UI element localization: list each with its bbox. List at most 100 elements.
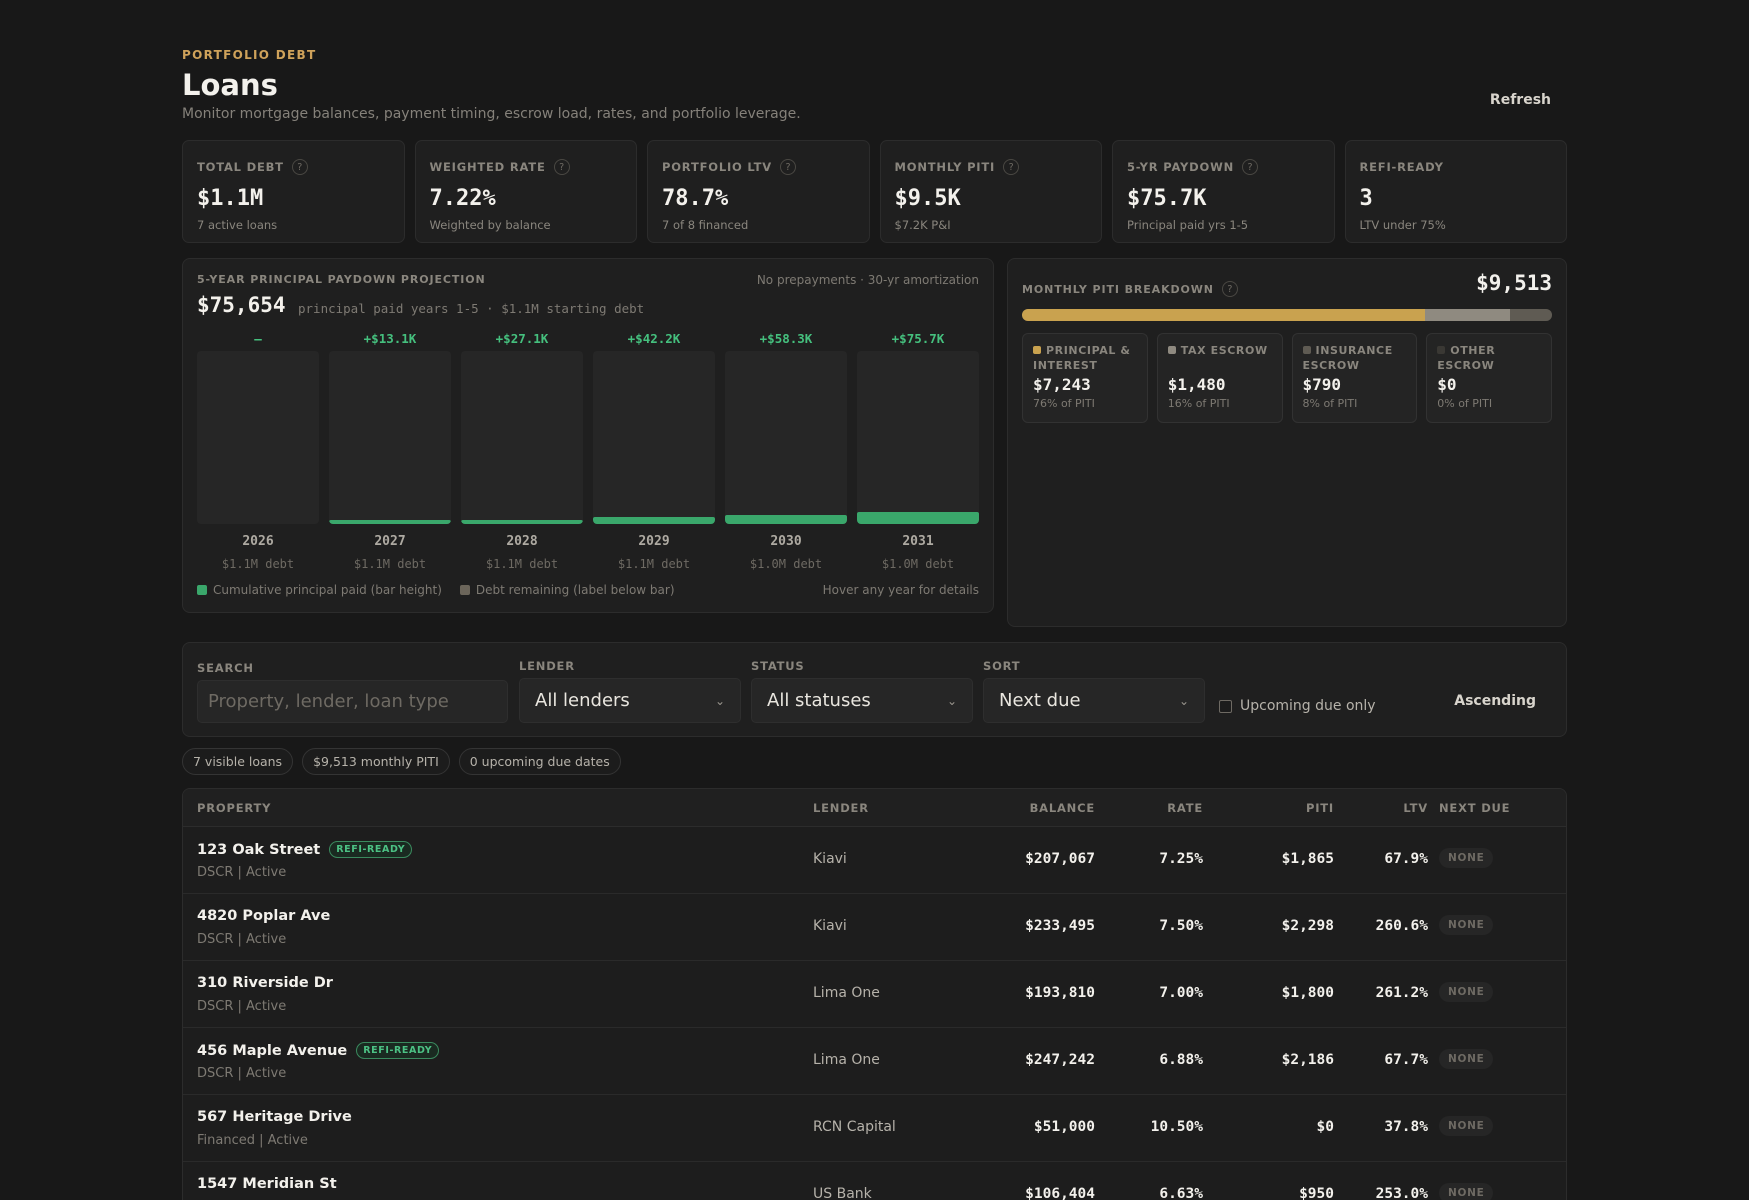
paydown-chart: —2026 $1.1M debt +$13.1K 2027 $1.1M debt +$27…	[197, 331, 979, 571]
balance-cell: $247,242	[1025, 1052, 1095, 1068]
table-row[interactable]: 310 Riverside Dr DSCR | Active Lima One $19…	[183, 961, 1566, 1028]
bar-year-2028[interactable]: +$27.1K 2028 $1.1M debt	[461, 331, 583, 571]
swatch-icon	[1167, 346, 1176, 354]
piti-card-sub: 76% of PITI	[1033, 397, 1095, 410]
table-row[interactable]: 1547 Meridian StDSCR | ActiveUS Bank$106…	[183, 1162, 1566, 1200]
bar-debt-label: $1.1M debt	[221, 557, 295, 571]
col-next-due[interactable]: NEXT DUE	[1439, 801, 1511, 815]
table-row[interactable]: 456 Maple Avenue REFI-READY DSCR | Active L…	[183, 1028, 1566, 1095]
help-icon[interactable]: ?	[291, 159, 308, 175]
rate-cell: 7.00%	[1159, 985, 1203, 1001]
summary-chips: 7 visible loans $9,513 monthly PITI 0 up…	[182, 748, 621, 775]
piti-card-label: PRINCIPAL & INTEREST	[1033, 344, 1131, 372]
projection-label: 5-YEAR PRINCIPAL PAYDOWN PROJECTION	[197, 273, 486, 286]
property-sub: DSCR | Active	[197, 865, 287, 880]
bar-track	[725, 351, 847, 524]
checkbox-icon[interactable]	[1219, 699, 1232, 713]
bar-debt-label: $1.1M debt	[485, 557, 559, 571]
search-label: SEARCH	[197, 661, 254, 675]
swatch-icon	[1033, 346, 1041, 354]
projection-total: $75,654	[197, 293, 286, 317]
bar-year-label: 2027	[374, 534, 406, 549]
bar-year-label: 2031	[902, 534, 934, 549]
piti-cell: $1,800	[1281, 985, 1334, 1001]
chevron-down-icon: ⌄	[1178, 693, 1189, 708]
table-row[interactable]: 4820 Poplar Ave DSCR | Active Kiavi $233,49…	[183, 894, 1566, 961]
chip-visible-loans: 7 visible loans	[182, 748, 294, 775]
bar-year-2029[interactable]: +$42.2K 2029 $1.1M debt	[593, 331, 715, 571]
bar-fill	[725, 515, 847, 524]
refresh-button[interactable]: Refresh	[1489, 92, 1551, 108]
piti-breakdown-panel: MONTHLY PITI BREAKDOWN? $9,513 PRINCIPAL…	[1007, 258, 1567, 627]
search-input[interactable]	[197, 680, 508, 723]
bar-track	[857, 351, 979, 524]
help-icon[interactable]: ?	[1221, 281, 1238, 297]
stat-sub: Weighted by balance	[429, 218, 551, 232]
col-piti[interactable]: PITI	[1305, 801, 1334, 815]
property-sub: DSCR | Active	[197, 999, 287, 1014]
page-subtitle: Monitor mortgage balances, payment timin…	[182, 106, 801, 122]
col-ltv[interactable]: LTV	[1403, 801, 1428, 815]
rate-cell: 6.88%	[1159, 1052, 1203, 1068]
property-cell: 1547 Meridian St	[197, 1176, 337, 1192]
swatch-icon	[1302, 346, 1311, 354]
col-rate[interactable]: RATE	[1167, 801, 1203, 815]
upcoming-due-checkbox[interactable]: Upcoming due only	[1219, 698, 1376, 714]
status-select[interactable]: All statuses ⌄	[751, 678, 973, 723]
filters-bar: SEARCH LENDER All lenders ⌄ STATUS All st…	[182, 642, 1567, 737]
bar-delta-label: +$42.2K	[627, 331, 681, 346]
table-header: PROPERTY LENDER BALANCE RATE PITI LTV NE…	[183, 789, 1566, 827]
table-row[interactable]: 567 Heritage Drive Financed | Active RCN C…	[183, 1095, 1566, 1162]
swatch-icon	[1437, 346, 1446, 354]
stat-weighted-rate: WEIGHTED RATE? 7.22% Weighted by balance	[414, 140, 637, 243]
stat-paydown: 5-YR PAYDOWN? $75.7K Principal paid yrs …	[1112, 140, 1335, 243]
table-row[interactable]: 123 Oak Street REFI-READY DSCR | Active Kia…	[183, 827, 1566, 894]
property-sub: DSCR | Active	[197, 932, 287, 947]
bar-fill	[329, 520, 451, 524]
property-name: 567 Heritage Drive	[197, 1109, 352, 1125]
bar-debt-label: $1.1M debt	[353, 557, 427, 571]
help-icon[interactable]: ?	[553, 159, 570, 175]
sort-order-button[interactable]: Ascending	[1454, 693, 1536, 709]
help-icon[interactable]: ?	[779, 159, 796, 175]
stat-label: PORTFOLIO LTV	[662, 160, 772, 174]
sort-select[interactable]: Next due ⌄	[983, 678, 1205, 723]
ltv-cell: 253.0%	[1375, 1186, 1428, 1200]
col-lender[interactable]: LENDER	[813, 801, 869, 815]
balance-cell: $233,495	[1025, 918, 1095, 934]
piti-segment-1	[1424, 309, 1510, 321]
property-name: 456 Maple Avenue	[197, 1042, 348, 1059]
status-label: STATUS	[751, 659, 805, 673]
piti-card-value: $0	[1437, 375, 1457, 394]
stat-label: MONTHLY PITI	[894, 160, 996, 174]
next-due-badge: NONE	[1439, 915, 1494, 935]
piti-cell: $1,865	[1281, 851, 1334, 867]
piti-card-label: OTHER ESCROW	[1437, 344, 1496, 372]
stat-refi-ready: REFI-READY 3 LTV under 75%	[1344, 140, 1567, 243]
bar-year-2030[interactable]: +$58.3K 2030 $1.0M debt	[725, 331, 847, 571]
help-icon[interactable]: ?	[1003, 159, 1020, 175]
next-due-badge: NONE	[1439, 1116, 1494, 1136]
help-icon[interactable]: ?	[1242, 159, 1259, 175]
property-name: 1547 Meridian St	[197, 1176, 337, 1192]
lender-cell: Kiavi	[813, 851, 847, 867]
piti-card-value: $7,243	[1033, 375, 1091, 394]
chevron-down-icon: ⌄	[946, 693, 957, 708]
next-due-badge: NONE	[1439, 848, 1494, 868]
ltv-cell: 37.8%	[1384, 1119, 1428, 1135]
col-property[interactable]: PROPERTY	[197, 801, 272, 815]
bar-year-2031[interactable]: +$75.7K 2031 $1.0M debt	[857, 331, 979, 571]
stat-sub: LTV under 75%	[1359, 218, 1446, 232]
lender-cell: US Bank	[813, 1186, 872, 1200]
property-sub: DSCR | Active	[197, 1066, 287, 1081]
col-balance[interactable]: BALANCE	[1029, 801, 1095, 815]
piti-cell: $0	[1316, 1119, 1334, 1135]
bar-year-2027[interactable]: +$13.1K 2027 $1.1M debt	[329, 331, 451, 571]
lender-select[interactable]: All lenders ⌄	[519, 678, 741, 723]
piti-card-value: $1,480	[1167, 375, 1226, 394]
lender-select-value: All lenders	[535, 690, 630, 711]
piti-segment-2	[1509, 309, 1552, 321]
piti-card-sub: 0% of PITI	[1437, 397, 1493, 410]
bar-year-2026[interactable]: — 2026 $1.1M debt	[197, 331, 319, 571]
ltv-cell: 67.7%	[1384, 1052, 1428, 1068]
